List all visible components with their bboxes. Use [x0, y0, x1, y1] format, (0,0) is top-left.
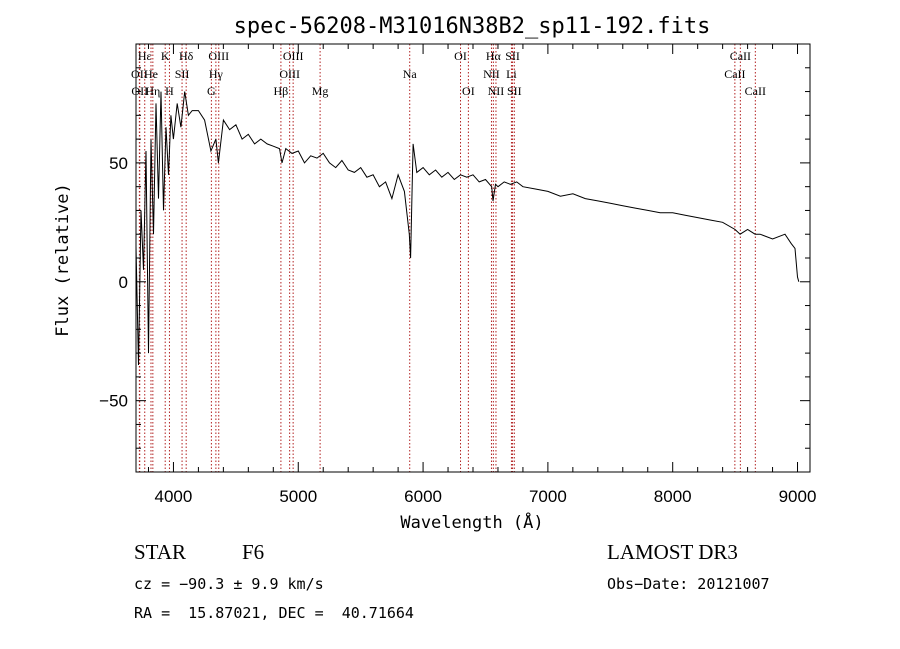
x-axis-label: Wavelength (Å) [400, 511, 543, 533]
object-class: STAR [134, 540, 186, 564]
spectral-line-label: OIII [208, 49, 229, 63]
spectral-line-label: OIII [279, 67, 300, 81]
spectral-line-label: OII [131, 67, 148, 81]
spectral-line-label: OI [454, 49, 467, 63]
spectral-line-label: SII [175, 67, 190, 81]
spectral-line-label: He [144, 67, 158, 81]
spectral-line-markers [138, 44, 756, 472]
spectral-line-label: G [207, 84, 216, 98]
observation-date: Obs−Date: 20121007 [607, 575, 770, 593]
spectral-line-label: K [161, 49, 170, 63]
spectral-line-label: Hγ [209, 67, 224, 81]
coordinates: RA = 15.87021, DEC = 40.71664 [134, 604, 414, 622]
y-tick-label: 50 [109, 154, 128, 173]
x-axis-ticks: 4000 5000 6000 7000 8000 9000 [147, 44, 817, 506]
spectral-line-label: SII [505, 49, 520, 63]
spectral-line-label: Hε [138, 49, 152, 63]
spectral-line-label: Li [506, 67, 517, 81]
spectral-line-label: Na [403, 67, 418, 81]
y-tick-label: 0 [119, 273, 128, 292]
redshift-velocity: cz = −90.3 ± 9.9 km/s [134, 575, 324, 593]
y-tick-label: −50 [99, 392, 128, 411]
spectral-line-label: OIII [283, 49, 304, 63]
spectral-line-label: OI [462, 84, 475, 98]
plot-frame [135, 43, 811, 473]
object-subclass: F6 [242, 540, 265, 564]
spectral-line-label: SII [507, 84, 522, 98]
spectral-line-label: Hδ [179, 49, 194, 63]
spectral-line-label: H [165, 84, 174, 98]
x-tick-label: 7000 [529, 487, 567, 506]
survey-name: LAMOST DR3 [607, 540, 738, 564]
x-tick-label: 8000 [654, 487, 692, 506]
spectral-line-label: CaII [724, 67, 745, 81]
x-tick-label: 5000 [279, 487, 317, 506]
spectral-line-label: NII [488, 84, 505, 98]
spectral-line-label: NII [483, 67, 500, 81]
x-tick-label: 6000 [404, 487, 442, 506]
spectral-line-label: CaII [730, 49, 751, 63]
spectral-line-label: Mg [312, 84, 329, 98]
x-tick-label: 9000 [779, 487, 817, 506]
y-axis-label: Flux (relative) [53, 183, 73, 337]
flux-series-line [135, 91, 800, 366]
y-axis-ticks: −50 0 50 [99, 43, 810, 449]
x-tick-label: 4000 [155, 487, 193, 506]
spectral-line-label: Hα [486, 49, 502, 63]
chart-title: spec-56208-M31016N38B2_sp11-192.fits [234, 14, 711, 39]
spectral-line-label: Hβ [274, 84, 289, 98]
spectral-line-label: CaII [745, 84, 766, 98]
spectral-line-label: Hη [145, 84, 160, 98]
